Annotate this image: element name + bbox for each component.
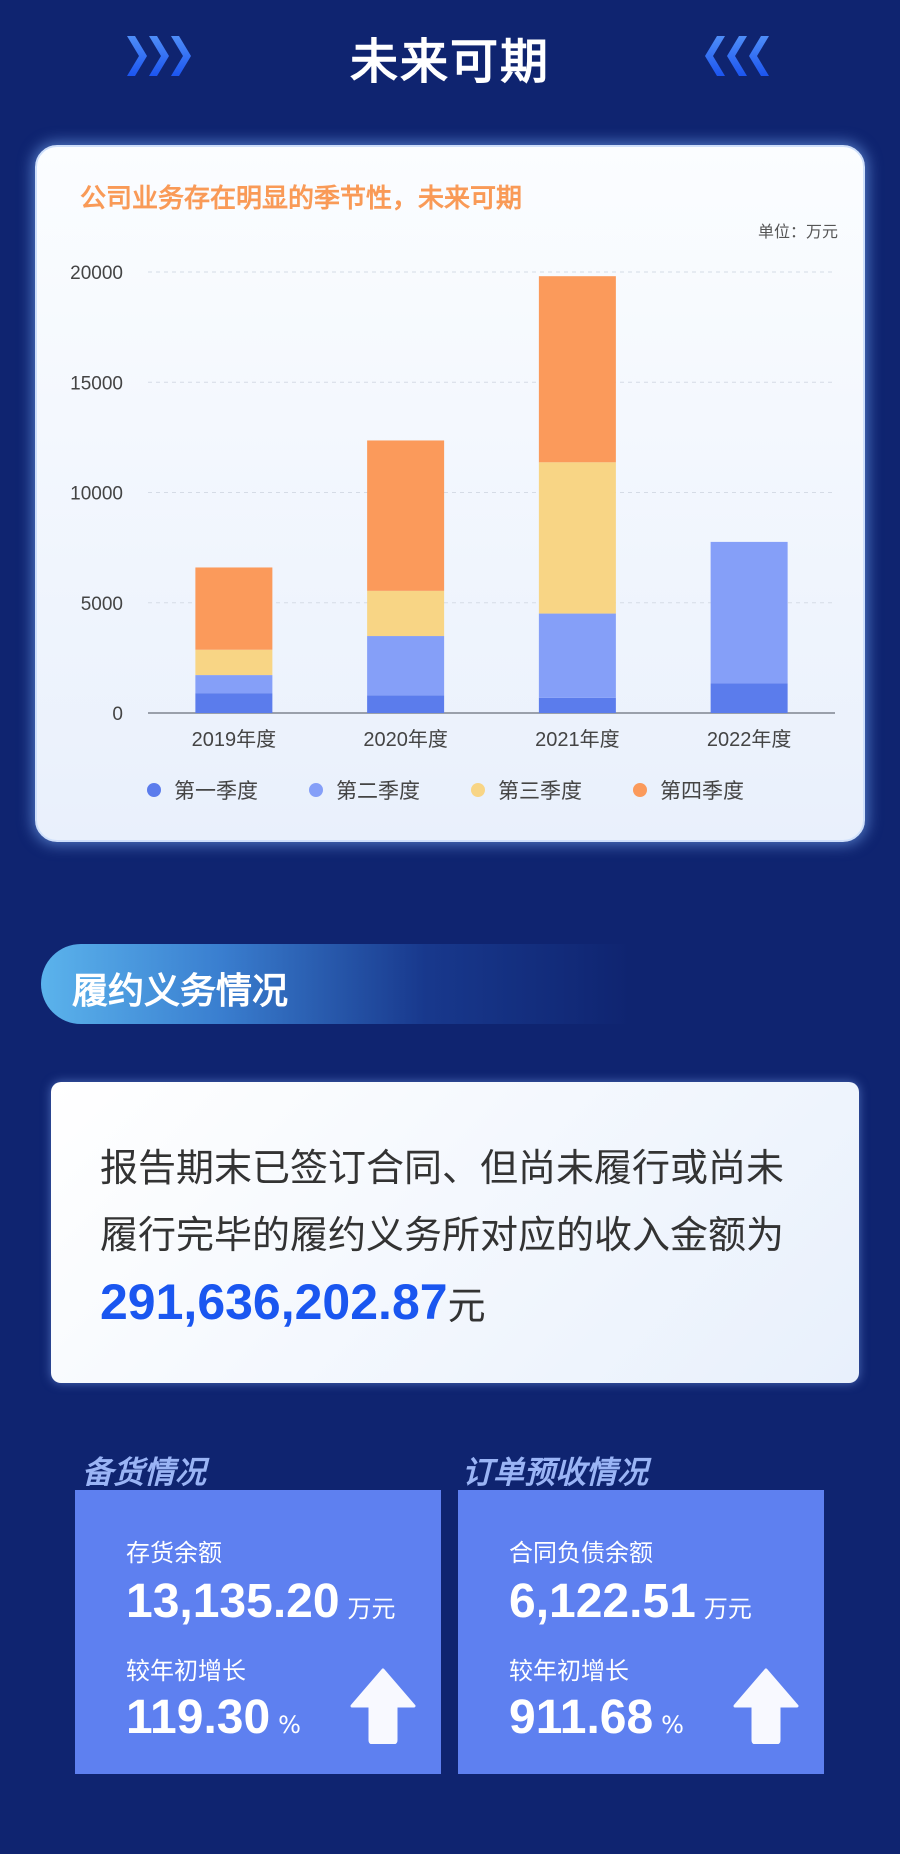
bar-segment (367, 590, 445, 637)
legend-label: 第二季度 (336, 780, 420, 803)
obligation-text: 报告期末已签订合同、但尚未履行或尚未履行完毕的履约义务所对应的收入金额为 291,… (100, 1135, 800, 1340)
bar-segment (367, 695, 445, 713)
inventory-title: 备货情况 (82, 1455, 206, 1491)
orders-card: 合同负债余额 6,122.51 万元 较年初增长 911.68% (458, 1490, 824, 1774)
y-tick-label: 5000 (81, 594, 123, 615)
bar-segment (538, 276, 616, 463)
x-tick-label: 2019年度 (192, 728, 277, 751)
bar-segment (710, 683, 788, 713)
legend-label: 第一季度 (174, 780, 258, 803)
inventory-value-row: 13,135.20 万元 (126, 1574, 396, 1637)
inventory-unit: 万元 (347, 1595, 396, 1623)
page-title: 未来可期 (349, 34, 550, 90)
orders-value-row: 6,122.51 万元 (509, 1574, 752, 1637)
legend-marker (633, 783, 647, 797)
chevrons-right-icon (127, 36, 191, 76)
obligation-amount: 291,636,202.87 (100, 1274, 448, 1330)
bar-segment (195, 567, 273, 650)
inventory-growth-unit: % (278, 1711, 301, 1739)
y-tick-label: 20000 (70, 263, 123, 284)
orders-growth-label: 较年初增长 (509, 1657, 629, 1685)
bar-segment (195, 675, 273, 694)
inventory-growth: 119.30 (126, 1691, 271, 1744)
orders-unit: 万元 (703, 1595, 752, 1623)
bar-segment (538, 613, 616, 698)
arrow-up-icon (350, 1668, 416, 1744)
obligation-unit: 元 (447, 1284, 486, 1328)
bar-segment (538, 697, 616, 713)
section-header-bar (41, 944, 631, 1024)
x-tick-label: 2020年度 (363, 728, 448, 751)
orders-title: 订单预收情况 (462, 1455, 648, 1491)
legend-marker (471, 783, 485, 797)
bar-segment (195, 693, 273, 713)
y-tick-label: 10000 (70, 484, 123, 505)
inventory-growth-row: 119.30% (126, 1690, 301, 1753)
bar-segment (367, 440, 445, 591)
bar-segment (710, 541, 788, 684)
chevrons-left-icon (705, 36, 769, 76)
inventory-growth-label: 较年初增长 (126, 1657, 246, 1685)
inventory-label: 存货余额 (126, 1539, 222, 1567)
bar-segment (367, 636, 445, 696)
legend-marker (147, 783, 161, 797)
obligation-card (51, 1082, 859, 1383)
stacked-bar-chart: 0 5000 10000 15000 20000 2019年度 2020年度 2021年度 20… (70, 263, 835, 803)
legend-label: 第三季度 (498, 780, 582, 803)
chart-unit: 单位：万元 (757, 222, 838, 241)
chart-card (35, 145, 865, 842)
orders-value: 6,122.51 (509, 1575, 696, 1628)
orders-growth-unit: % (661, 1711, 684, 1739)
y-tick-label: 15000 (70, 373, 123, 394)
inventory-card: 存货余额 13,135.20 万元 较年初增长 119.30% (75, 1490, 441, 1774)
orders-label: 合同负债余额 (509, 1539, 653, 1567)
x-tick-label: 2022年度 (707, 728, 792, 751)
y-tick-label: 0 (112, 704, 123, 725)
bar-segment (195, 649, 273, 676)
obligation-description: 报告期末已签订合同、但尚未履行或尚未履行完毕的履约义务所对应的收入金额为 (100, 1146, 785, 1257)
legend-label: 第四季度 (660, 780, 744, 803)
legend-marker (309, 783, 323, 797)
inventory-value: 13,135.20 (126, 1575, 340, 1628)
orders-growth: 911.68 (509, 1691, 654, 1744)
arrow-up-icon (733, 1668, 799, 1744)
chart-title: 公司业务存在明显的季节性，未来可期 (80, 184, 523, 214)
bar-segment (538, 462, 616, 614)
orders-growth-row: 911.68% (509, 1690, 684, 1753)
x-tick-label: 2021年度 (535, 728, 620, 751)
section-title: 履约义务情况 (72, 971, 289, 1012)
